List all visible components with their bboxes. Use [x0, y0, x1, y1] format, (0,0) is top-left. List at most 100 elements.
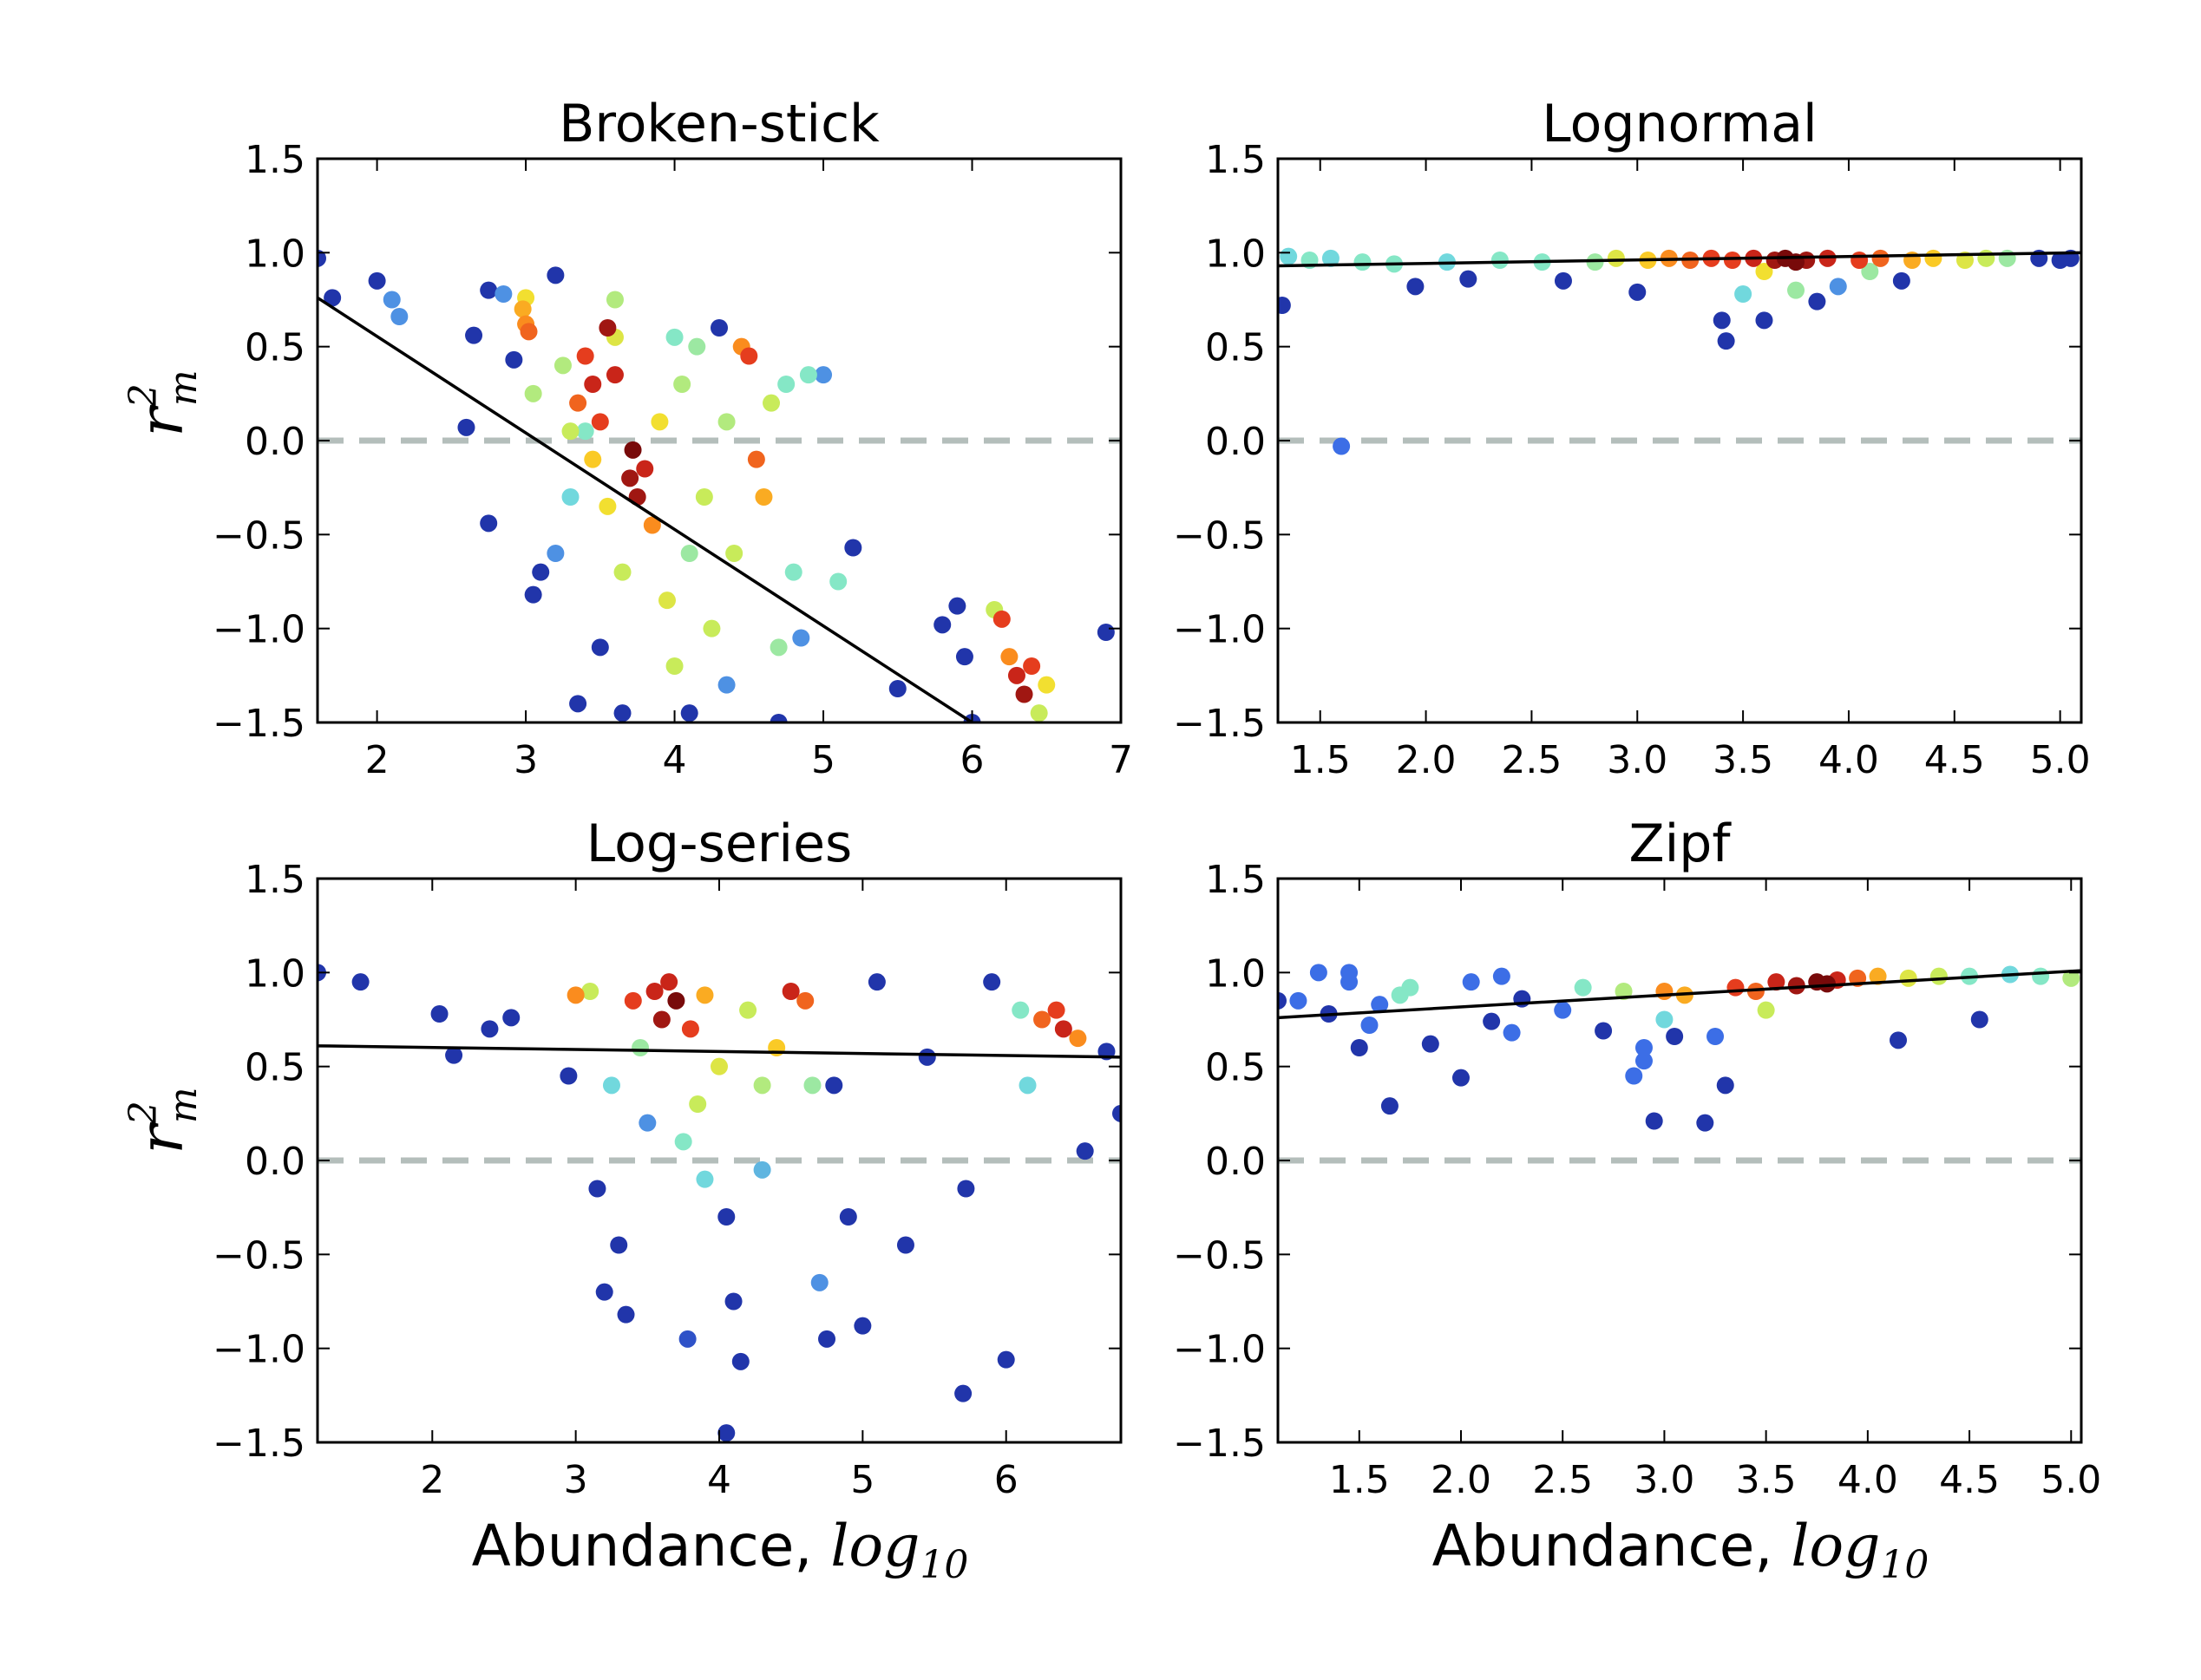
panel-title: Zipf	[1629, 814, 1733, 874]
x-tick-label: 1.5	[1290, 738, 1351, 782]
data-point	[717, 413, 736, 431]
data-point	[624, 441, 642, 459]
data-point	[1554, 1001, 1572, 1019]
y-tick-label: 0.0	[1205, 1140, 1266, 1184]
data-point	[1462, 973, 1480, 991]
data-point	[1483, 1012, 1501, 1030]
data-point	[617, 1305, 635, 1324]
data-point	[1280, 247, 1298, 265]
data-point	[1492, 967, 1510, 985]
data-point	[595, 1283, 613, 1301]
data-point	[815, 366, 833, 384]
y-tick-label: 0.5	[245, 1046, 305, 1090]
data-point	[532, 563, 550, 581]
data-point	[1755, 311, 1773, 330]
data-point	[1023, 657, 1041, 675]
y-tick-label: −1.5	[213, 702, 305, 746]
data-point	[1726, 978, 1745, 997]
data-point	[1717, 332, 1735, 350]
data-point	[465, 326, 483, 344]
data-point	[918, 1048, 936, 1066]
data-point	[351, 973, 370, 991]
data-point	[681, 1020, 699, 1038]
data-point	[665, 328, 684, 346]
data-point	[1554, 271, 1572, 290]
x-tick-label: 4	[663, 738, 687, 782]
data-point	[1734, 285, 1752, 303]
data-point	[632, 1039, 650, 1056]
y-tick-label: −0.5	[213, 513, 305, 558]
data-point	[599, 497, 617, 515]
y-tick-label: −0.5	[213, 1233, 305, 1278]
data-point	[560, 1067, 578, 1085]
data-point	[1459, 270, 1477, 288]
data-point	[1998, 249, 2016, 267]
x-tick-label: 3.5	[1713, 738, 1773, 782]
data-point	[554, 356, 572, 375]
y-tick-label: −1.0	[213, 608, 305, 652]
data-point	[368, 271, 386, 290]
data-point	[610, 1236, 628, 1254]
y-tick-label: −0.5	[1173, 513, 1266, 558]
data-point	[753, 1076, 771, 1095]
y-tick-label: −1.0	[213, 1328, 305, 1372]
data-point	[1970, 1010, 1988, 1029]
data-point	[1666, 1028, 1684, 1045]
data-point	[561, 422, 580, 441]
data-point	[792, 629, 810, 647]
data-point	[514, 300, 532, 318]
data-point	[854, 1317, 872, 1335]
x-axis-label-left: Abundance, log10	[472, 1513, 969, 1587]
fit-line	[318, 1044, 1121, 1059]
panel-title: Lognormal	[1542, 94, 1817, 154]
data-point	[1628, 283, 1647, 301]
data-point	[1503, 1023, 1521, 1042]
y-tick-label: 1.0	[245, 232, 305, 276]
data-point	[1607, 249, 1625, 267]
data-point	[1723, 252, 1741, 269]
data-point	[1012, 1001, 1030, 1019]
fit-line	[318, 296, 973, 722]
data-point	[747, 450, 765, 468]
data-point	[324, 289, 342, 307]
data-point	[1890, 1031, 1908, 1049]
data-point	[505, 350, 523, 369]
data-point	[643, 516, 661, 534]
data-point	[678, 1330, 697, 1348]
plot-area	[1278, 964, 2081, 1164]
data-point	[567, 986, 585, 1004]
x-tick-label: 2	[365, 738, 390, 782]
data-point	[569, 695, 587, 713]
y-tick-label: 1.5	[1205, 858, 1266, 902]
data-point	[652, 1010, 671, 1029]
data-point	[1000, 648, 1019, 666]
data-point	[480, 281, 498, 299]
x-tick-label: 2.5	[1532, 1458, 1593, 1502]
x-tick-label: 4.0	[1818, 738, 1879, 782]
data-point	[1861, 263, 1879, 280]
data-point	[1421, 1035, 1439, 1053]
x-tick-label: 7	[1109, 738, 1133, 782]
data-point	[1406, 278, 1425, 296]
y-tick-label: −1.5	[1173, 1422, 1266, 1466]
data-point	[724, 1292, 743, 1311]
data-point	[1713, 311, 1731, 330]
data-point	[782, 983, 800, 1000]
data-point	[818, 1330, 836, 1348]
data-point	[651, 413, 669, 431]
data-point	[1574, 978, 1592, 997]
data-point	[740, 347, 758, 365]
x-tick-label: 4.5	[1924, 738, 1985, 782]
x-tick-label: 2.0	[1396, 738, 1457, 782]
x-tick-label: 2.5	[1501, 738, 1562, 782]
data-point	[688, 337, 706, 356]
data-point	[660, 973, 678, 991]
data-point	[753, 1160, 771, 1179]
data-point	[1076, 1142, 1094, 1160]
data-point	[621, 469, 639, 487]
data-point	[770, 638, 788, 657]
data-point	[717, 1424, 736, 1442]
data-point	[1716, 1076, 1734, 1095]
y-tick-label: −1.5	[1173, 702, 1266, 746]
x-tick-label: 2.0	[1431, 1458, 1491, 1502]
